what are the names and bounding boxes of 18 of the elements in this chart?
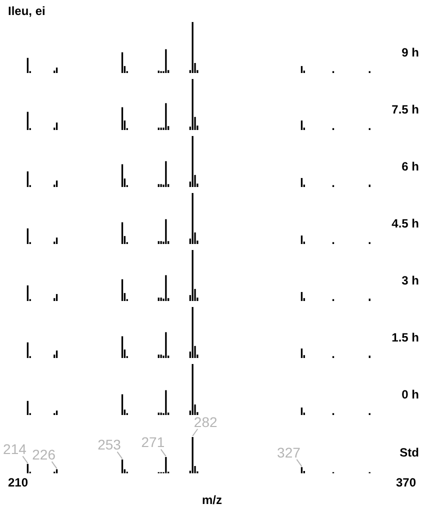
annotation: 226 <box>32 446 56 462</box>
text: Ileu, ei <box>8 4 46 18</box>
annotation: 271 <box>141 434 165 450</box>
annotation: 327 <box>277 444 301 460</box>
text: 1.5 h <box>392 330 419 344</box>
text: 6 h <box>402 159 419 174</box>
text: 0 h <box>402 387 419 402</box>
text: 9 h <box>402 45 419 60</box>
text: Std <box>400 446 419 460</box>
x-tick-label: 370 <box>396 476 416 490</box>
annotation: 214 <box>3 441 27 458</box>
text: 7.5 h <box>392 102 419 116</box>
text: 4.5 h <box>392 216 419 230</box>
annotation: 253 <box>98 436 122 453</box>
annotation: 282 <box>194 414 218 430</box>
x-tick-label: 210 <box>8 476 28 490</box>
x-axis-title: m/z <box>202 493 222 508</box>
text: 3 h <box>402 273 419 288</box>
